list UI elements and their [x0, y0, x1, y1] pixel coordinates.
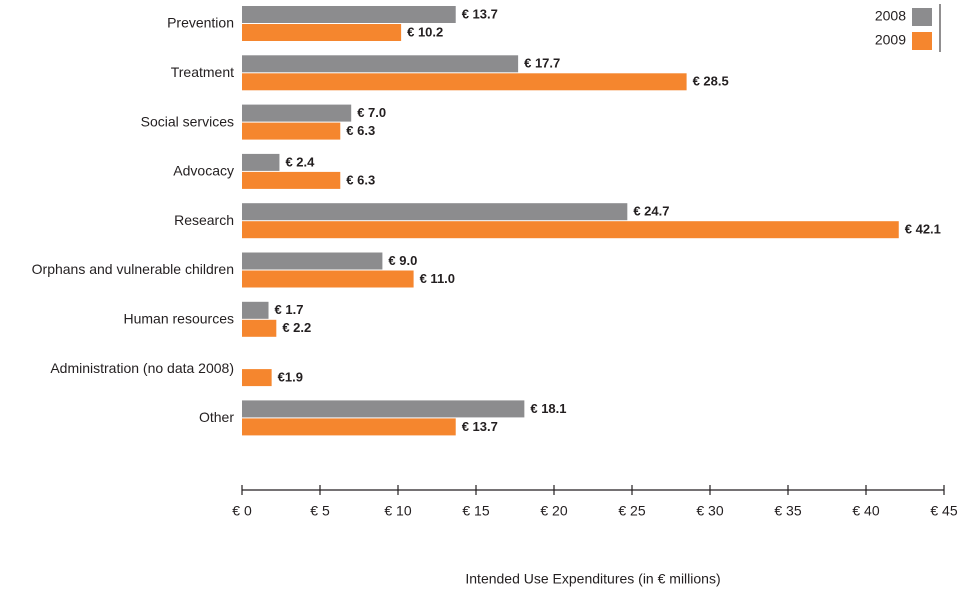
data-label: € 13.7	[462, 6, 498, 21]
bar	[242, 418, 456, 436]
y-tick-label: Research	[174, 212, 234, 228]
y-tick-label: Administration (no data 2008)	[50, 360, 234, 376]
x-tick-label: € 30	[696, 503, 723, 519]
legend-swatch	[912, 32, 932, 50]
data-label: € 42.1	[905, 222, 941, 237]
x-tick-label: € 10	[384, 503, 411, 519]
data-label: € 10.2	[407, 24, 443, 39]
data-label: € 28.5	[693, 74, 729, 89]
data-label: € 17.7	[524, 56, 560, 71]
data-label: € 9.0	[388, 253, 417, 268]
data-label: € 2.4	[285, 154, 315, 169]
data-label: € 11.0	[420, 271, 455, 286]
data-label: €1.9	[278, 370, 303, 385]
bar	[242, 301, 269, 319]
data-label: € 7.0	[357, 105, 386, 120]
bar	[242, 104, 352, 122]
data-label: € 6.3	[346, 123, 375, 138]
legend-swatch	[912, 8, 932, 26]
x-axis-title: Intended Use Expenditures (in € millions…	[465, 571, 720, 587]
data-label: € 18.1	[530, 401, 566, 416]
bar	[242, 203, 628, 221]
bar	[242, 122, 341, 140]
x-tick-label: € 45	[930, 503, 957, 519]
bar	[242, 73, 687, 91]
data-label: € 13.7	[462, 419, 498, 434]
y-tick-label: Prevention	[167, 15, 234, 31]
x-tick-label: € 25	[618, 503, 645, 519]
x-tick-label: € 40	[852, 503, 879, 519]
bar	[242, 369, 272, 387]
legend-label: 2008	[875, 8, 906, 24]
bar	[242, 55, 519, 73]
bar	[242, 24, 402, 41]
x-tick-label: € 0	[232, 503, 252, 519]
y-tick-label: Advocacy	[173, 163, 234, 179]
bar	[242, 400, 525, 418]
x-tick-label: € 35	[774, 503, 801, 519]
bar	[242, 270, 414, 288]
y-tick-label: Social services	[141, 113, 234, 129]
x-tick-label: € 20	[540, 503, 567, 519]
y-tick-label: Human resources	[124, 311, 235, 327]
bar	[242, 153, 280, 171]
bar	[242, 319, 277, 337]
legend-label: 2009	[875, 32, 906, 48]
data-label: € 24.7	[633, 204, 669, 219]
bar	[242, 6, 456, 23]
bar	[242, 221, 899, 239]
y-tick-label: Other	[199, 409, 234, 425]
data-label: € 2.2	[282, 320, 311, 335]
bar	[242, 252, 383, 270]
data-label: € 6.3	[346, 172, 375, 187]
bar	[242, 171, 341, 189]
y-tick-label: Treatment	[171, 64, 234, 80]
data-label: € 1.7	[275, 302, 304, 317]
x-tick-label: € 5	[310, 503, 330, 519]
x-tick-label: € 15	[462, 503, 489, 519]
y-tick-label: Orphans and vulnerable children	[32, 261, 234, 277]
